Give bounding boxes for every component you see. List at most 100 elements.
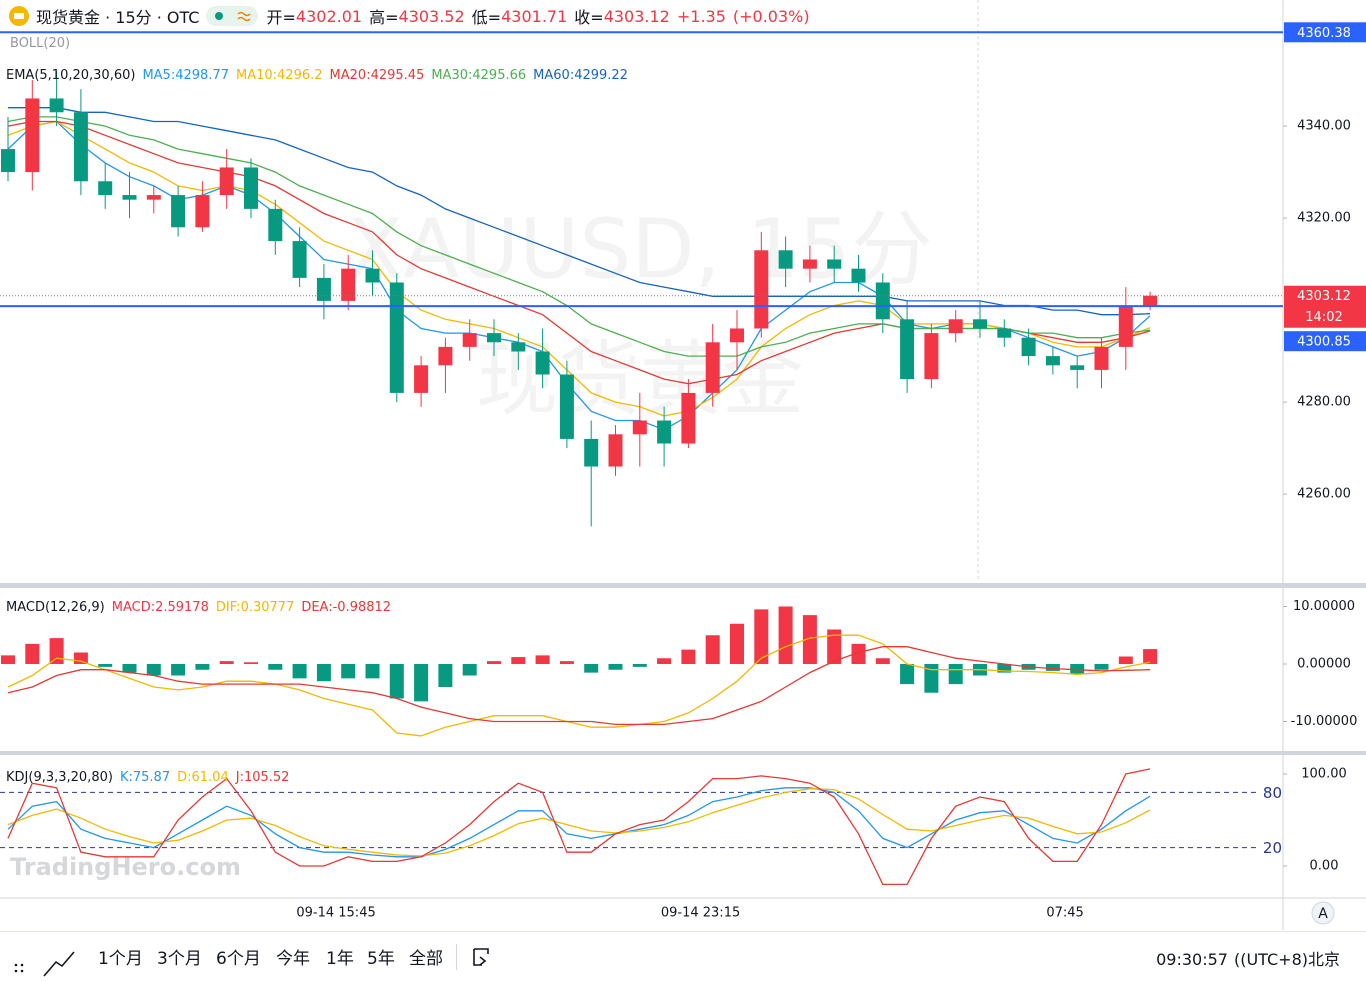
clock[interactable]: 09:30:57 ((UTC+8)北京 [1156, 946, 1340, 970]
macd-bar [1, 655, 15, 664]
macd-bar [438, 663, 453, 687]
candle-body [268, 208, 283, 242]
y-tick-label: 4260.00 [1297, 487, 1351, 502]
macd-bar [292, 663, 307, 679]
macd-bar [414, 663, 429, 702]
macd-bar [997, 663, 1012, 673]
legend-name: MA30 [431, 68, 472, 83]
macd-bar [705, 635, 720, 664]
legend: EMA(5,10,20,30,60) MA54298.77 MA104296.2 MA… [6, 68, 635, 83]
legend-name: MACD [112, 600, 155, 615]
macd-bar [608, 663, 623, 670]
legend-title: EMA(5,10,20,30,60) [6, 68, 136, 83]
timezone: ((UTC+8)北京 [1233, 950, 1340, 969]
candle-body [341, 268, 356, 301]
toolbar-icons [14, 951, 75, 977]
macd-bar [389, 663, 404, 699]
candle-body [316, 277, 331, 301]
status-pill [206, 6, 259, 26]
price-label: 4360.38 [1297, 26, 1351, 41]
field-value: 4301.71 [501, 6, 568, 26]
change: +1.35 [676, 6, 726, 26]
y-tick-label: 4340.00 [1297, 119, 1351, 134]
candle-body [219, 167, 234, 196]
legend-title: KDJ(9,3,3,20,80) [6, 770, 113, 785]
candle-body [705, 342, 720, 393]
macd-bar [219, 661, 234, 664]
range-button[interactable]: 1年 [326, 949, 354, 969]
range-button[interactable]: 今年 [276, 949, 310, 969]
pane-separator [0, 751, 1366, 755]
candle-body [948, 319, 963, 334]
candle-body [875, 282, 890, 320]
y-tick-label: 0.00000 [1297, 656, 1351, 671]
candle-body [49, 98, 64, 113]
macd-bar [535, 655, 550, 664]
macd-bar [827, 629, 842, 664]
legend-value: 75.87 [132, 770, 171, 785]
range-button[interactable]: 3个月 [157, 949, 202, 969]
last-price-box [1284, 285, 1366, 328]
range-button[interactable]: 5年 [367, 949, 395, 969]
macd-bar [1045, 663, 1060, 671]
macd-bar [875, 658, 890, 664]
coin-icon [9, 6, 29, 26]
macd-bar [98, 663, 113, 667]
kdj-line [7, 788, 1151, 857]
price-label-box [1284, 22, 1366, 43]
ma-line [8, 107, 1151, 316]
range-button[interactable]: 1个月 [98, 949, 143, 969]
candle-body [146, 195, 161, 200]
macd-bar [171, 663, 186, 676]
price-label-box [1284, 331, 1366, 352]
legend-name: MA60 [533, 68, 574, 83]
x-tick-label: 09-14 15:45 [296, 906, 375, 921]
field-label: 高= [369, 8, 399, 27]
legend-name: DIF [216, 600, 241, 615]
candle-body [389, 282, 404, 393]
candle-body [900, 319, 915, 380]
legend-name: MA20 [330, 68, 371, 83]
legend-name: DEA [301, 600, 332, 615]
clock-time: 09:30:57 [1156, 950, 1228, 969]
legend-value: 0.30777 [240, 600, 295, 615]
macd-bar [632, 663, 647, 667]
macd-bar [851, 643, 866, 664]
auto-scale-button[interactable] [1311, 901, 1335, 925]
change-pct: (+0.03%) [732, 6, 810, 26]
legend-name: D [177, 770, 191, 785]
legend-value: 61.04 [191, 770, 229, 785]
macd-bar [559, 661, 574, 664]
header: 现货黄金 · 15分 · OTC 开= 4302.01 高= 4303.52 低= 430… [8, 4, 817, 28]
range-button[interactable]: 全部 [409, 949, 443, 969]
macd-line [7, 634, 1151, 737]
candle-body [365, 268, 380, 283]
candle-body [462, 333, 477, 347]
candle-body [754, 250, 769, 329]
macd-bar [146, 663, 161, 676]
auto-scale-label[interactable]: A [1318, 906, 1328, 922]
legend-value: 4296.2 [277, 68, 323, 83]
replay-icon[interactable] [470, 945, 494, 969]
legend-name: MA10 [236, 68, 277, 83]
macd-bar [924, 663, 939, 693]
candle-body [98, 181, 113, 196]
kdj-line [7, 768, 1151, 886]
candle-body [924, 333, 939, 380]
watermark: XAUUSD, 15分 [347, 202, 933, 297]
candle-body [559, 374, 574, 439]
candle-body [973, 319, 987, 329]
legend-value: 4295.66 [472, 68, 527, 83]
legend-name: MA5 [142, 68, 175, 83]
macd-bar [122, 663, 137, 673]
y-tick-label: 0.00 [1310, 859, 1339, 874]
range-button[interactable]: 6个月 [216, 949, 261, 969]
level-label: 80 [1263, 784, 1282, 802]
macd-bar [1143, 649, 1158, 664]
last-price-label: 4303.12 [1297, 289, 1351, 304]
macd-bar [948, 663, 963, 685]
candle-body [1143, 295, 1158, 306]
candle-body [657, 420, 672, 444]
